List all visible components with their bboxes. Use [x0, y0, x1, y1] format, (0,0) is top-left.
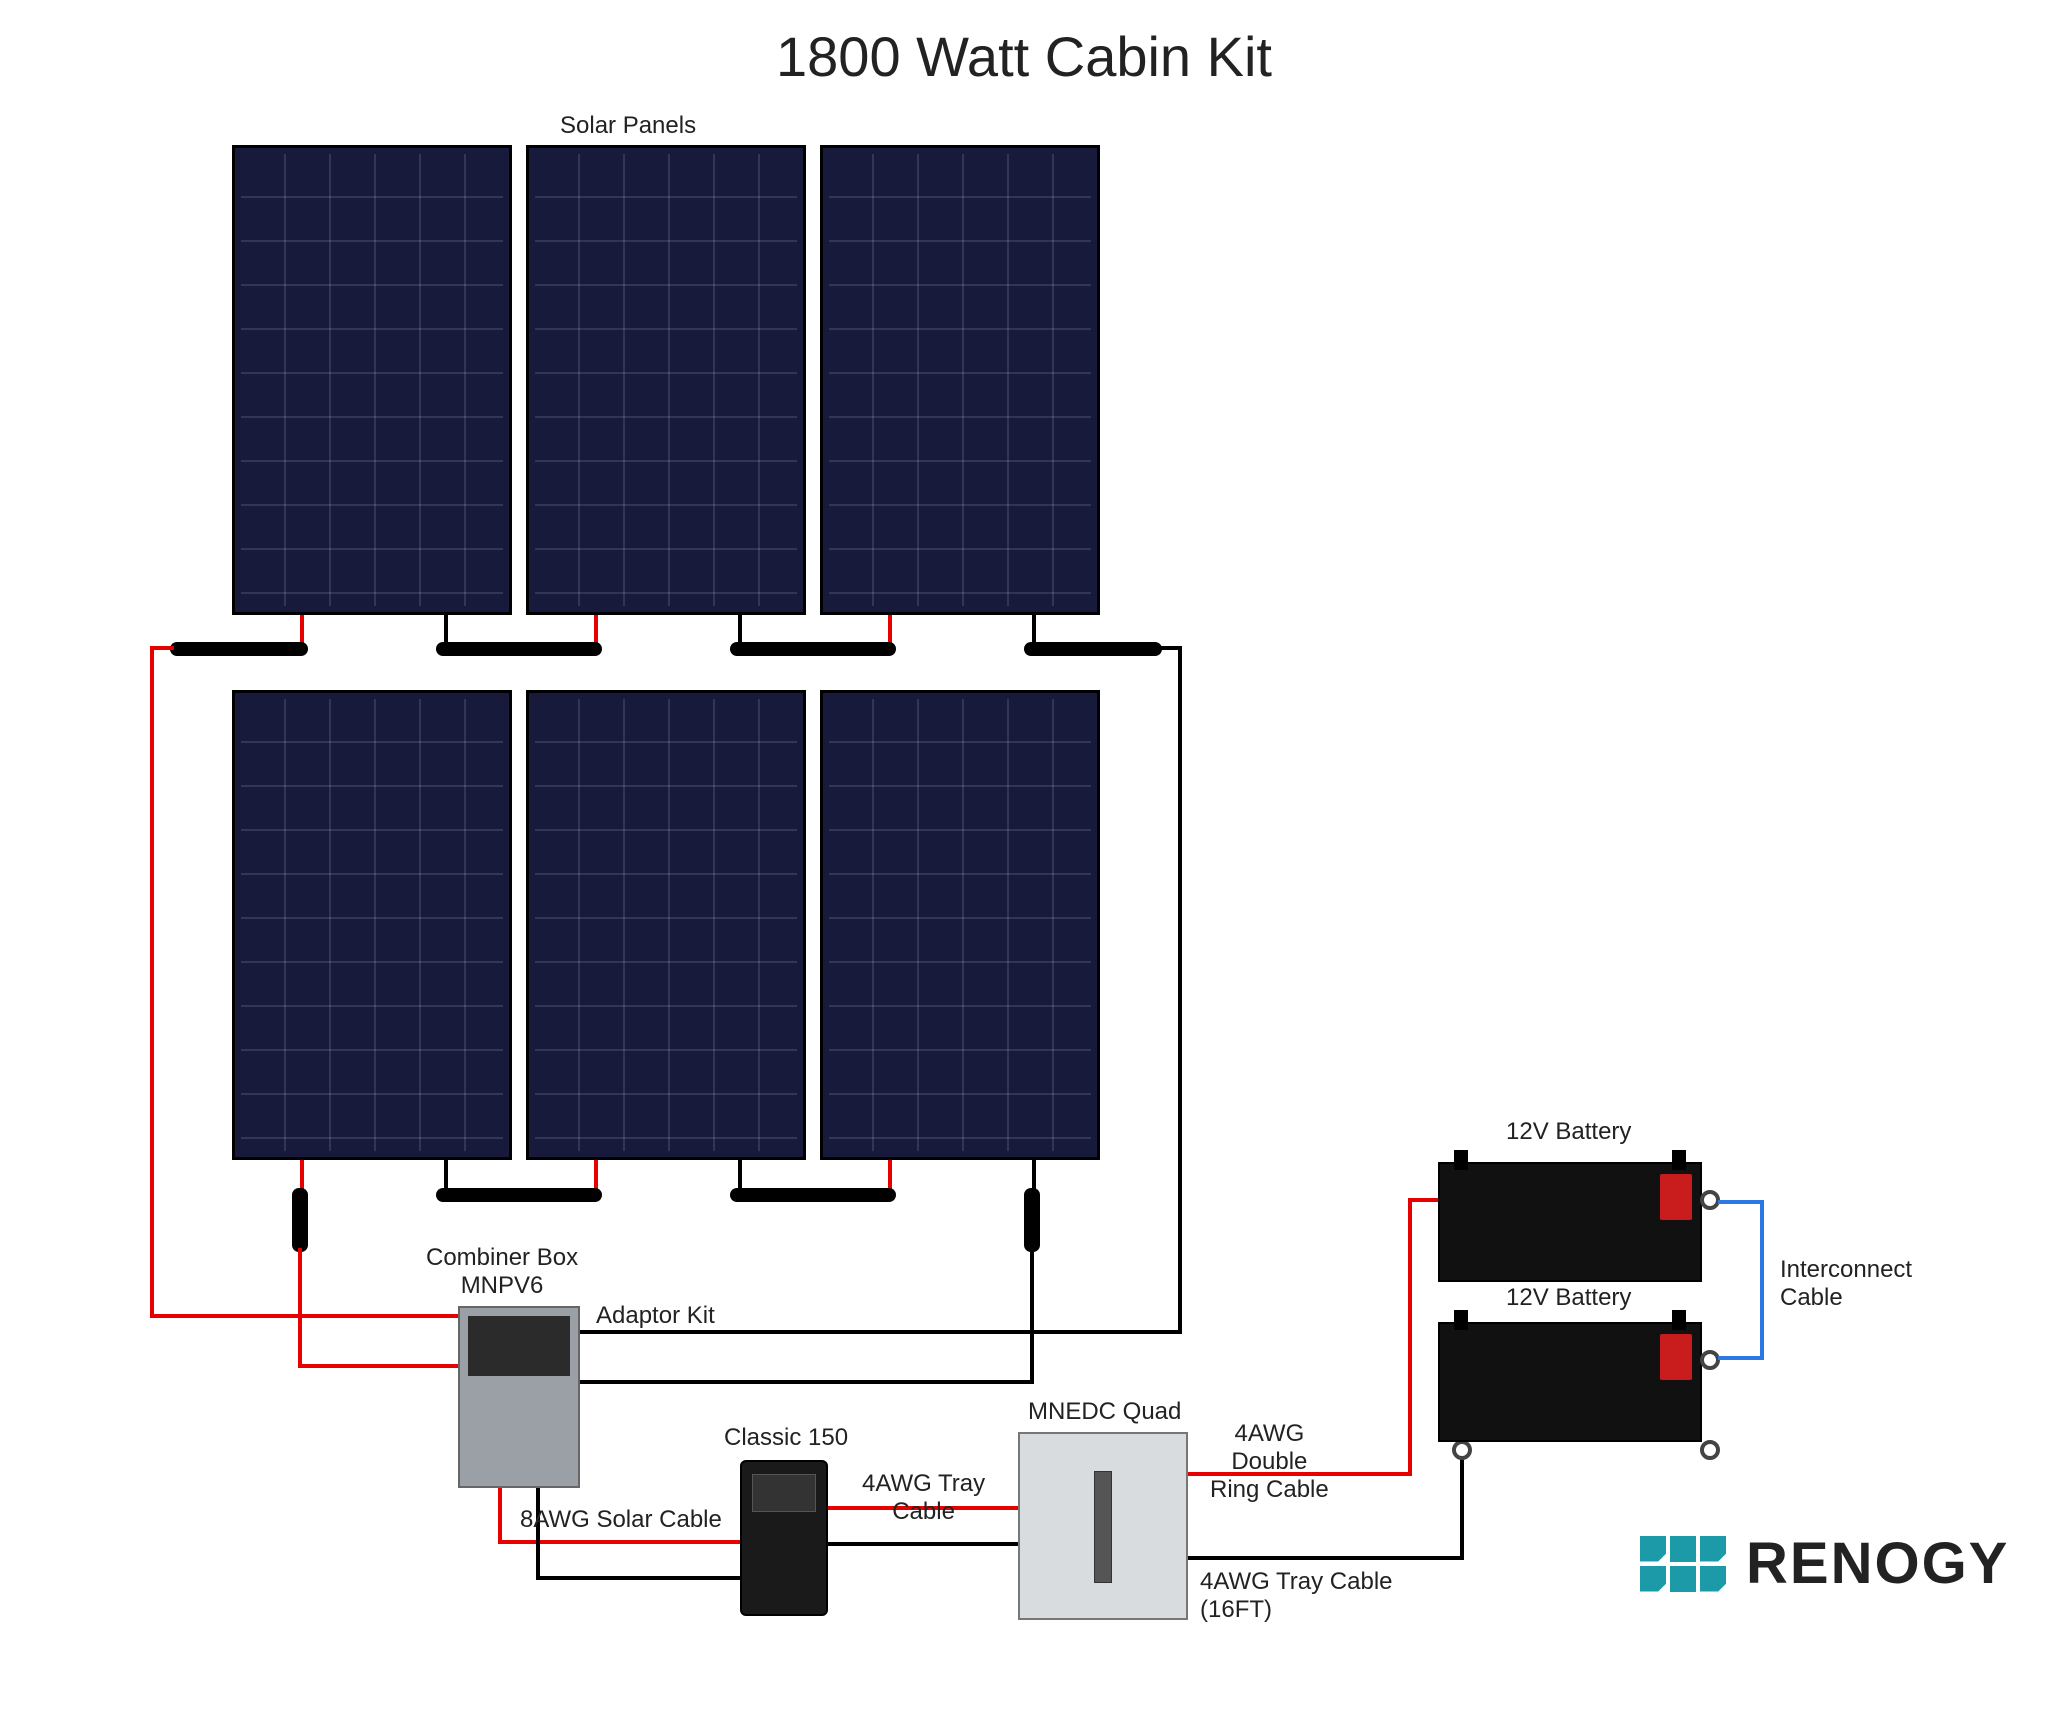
battery-1-label: 12V Battery [1506, 1118, 1631, 1146]
combiner-box [458, 1306, 580, 1488]
mnedc-label: MNEDC Quad [1028, 1398, 1181, 1426]
battery-2 [1438, 1322, 1702, 1442]
adaptor-kit-label: Adaptor Kit [596, 1302, 715, 1330]
solar-panel-5 [526, 690, 806, 1160]
mc4-connector [170, 642, 308, 656]
interconnect-label: Interconnect Cable [1780, 1256, 1912, 1312]
ring-terminal [1452, 1440, 1472, 1460]
logo-icon [1640, 1536, 1726, 1592]
solar-panels-label: Solar Panels [560, 112, 696, 140]
brand-logo: RENOGY [1640, 1530, 2009, 1597]
battery-2-label: 12V Battery [1506, 1284, 1631, 1312]
battery-1 [1438, 1162, 1702, 1282]
logo-text: RENOGY [1746, 1530, 2009, 1597]
ring-terminal [1700, 1350, 1720, 1370]
mc4-connector [292, 1188, 308, 1252]
ring-terminal [1700, 1440, 1720, 1460]
cable-4awg-16ft-label: 4AWG Tray Cable (16FT) [1200, 1568, 1393, 1624]
combiner-label: Combiner Box MNPV6 [426, 1244, 578, 1300]
mc4-connector [730, 1188, 896, 1202]
solar-panel-4 [232, 690, 512, 1160]
mc4-connector [1024, 642, 1162, 656]
mc4-connector [436, 1188, 602, 1202]
mc4-connector [436, 642, 602, 656]
mc4-connector [1024, 1188, 1040, 1252]
mnedc-quad [1018, 1432, 1188, 1620]
solar-panel-2 [526, 145, 806, 615]
solar-panel-3 [820, 145, 1100, 615]
page-title: 1800 Watt Cabin Kit [0, 24, 2048, 89]
charge-controller [740, 1460, 828, 1616]
solar-panel-1 [232, 145, 512, 615]
ring-terminal [1700, 1190, 1720, 1210]
cable-4awg-ring-label: 4AWG Double Ring Cable [1210, 1420, 1329, 1504]
cable-8awg-label: 8AWG Solar Cable [520, 1506, 722, 1534]
cable-4awg-tray-label: 4AWG Tray Cable [862, 1470, 985, 1526]
solar-panel-6 [820, 690, 1100, 1160]
classic-label: Classic 150 [724, 1424, 848, 1452]
mc4-connector [730, 642, 896, 656]
